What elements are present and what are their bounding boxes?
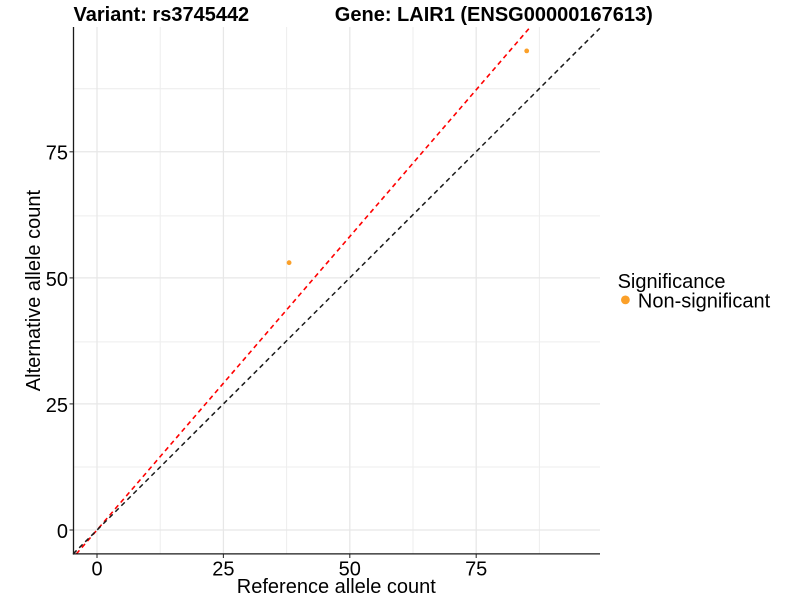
svg-text:75: 75 <box>465 559 487 581</box>
svg-text:0: 0 <box>57 521 68 543</box>
svg-text:Variant: rs3745442: Variant: rs3745442 <box>74 4 250 26</box>
svg-text:Gene: LAIR1 (ENSG00000167613): Gene: LAIR1 (ENSG00000167613) <box>335 4 653 26</box>
svg-text:Significance: Significance <box>618 271 726 293</box>
svg-text:Alternative allele count: Alternative allele count <box>23 190 45 392</box>
svg-text:Non-significant: Non-significant <box>638 291 771 313</box>
svg-text:25: 25 <box>212 559 234 581</box>
svg-text:75: 75 <box>46 143 68 165</box>
svg-text:Reference allele count: Reference allele count <box>237 576 436 598</box>
svg-text:50: 50 <box>339 559 361 581</box>
svg-text:50: 50 <box>46 269 68 291</box>
svg-text:0: 0 <box>91 559 102 581</box>
svg-text:25: 25 <box>46 395 68 417</box>
